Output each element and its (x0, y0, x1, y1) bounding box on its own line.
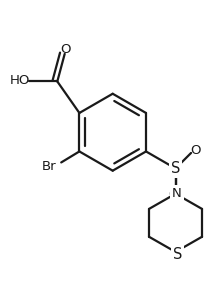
Text: O: O (190, 144, 201, 157)
Text: S: S (173, 247, 182, 262)
Text: Br: Br (42, 160, 56, 173)
Text: HO: HO (10, 74, 30, 87)
Text: N: N (172, 187, 181, 200)
Text: O: O (168, 188, 179, 201)
Text: S: S (171, 161, 180, 176)
Text: O: O (61, 43, 71, 56)
